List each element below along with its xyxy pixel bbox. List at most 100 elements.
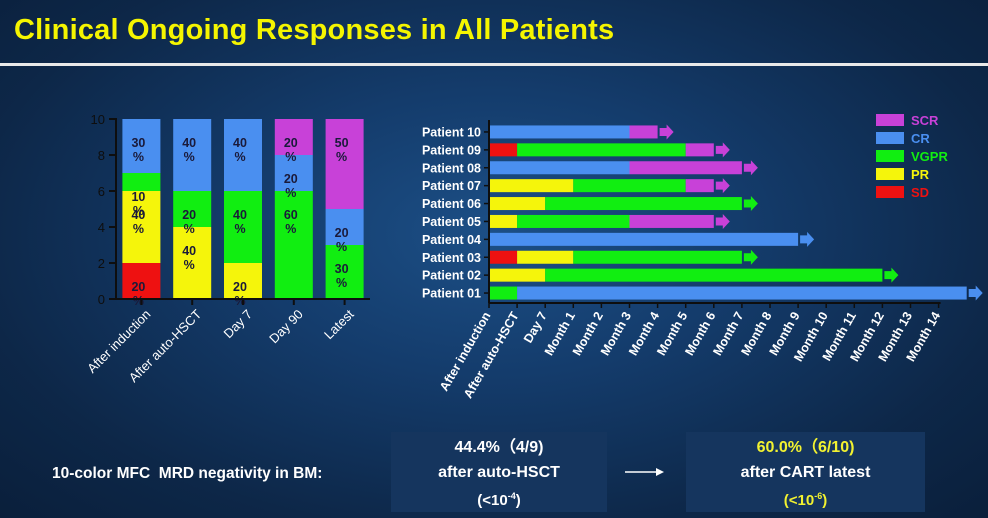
- timeline-segment-vgpr: [573, 179, 686, 193]
- mrd-auto-hsct-threshold: (<10-4): [477, 491, 521, 509]
- bar-segment-vgpr: [274, 191, 313, 299]
- ongoing-arrow-vgpr: [743, 249, 758, 265]
- patient-label: Patient 06: [422, 197, 481, 211]
- timeline-segment-vgpr: [517, 214, 630, 228]
- timeline-segment-vgpr: [517, 143, 686, 157]
- legend-swatch-cr: [876, 132, 904, 144]
- legend-swatch-vgpr: [876, 150, 904, 162]
- bar-data-label: 20%: [233, 280, 247, 308]
- ongoing-arrow-scr: [659, 124, 674, 140]
- y-tick-label: 2: [98, 256, 105, 271]
- x-tick-label: Day 7: [521, 309, 550, 345]
- timeline-segment-vgpr: [573, 250, 742, 264]
- bar-segment-vgpr: [224, 191, 262, 263]
- right-arrow-icon: [625, 468, 664, 476]
- bar-data-label: 20%: [182, 208, 196, 236]
- timeline-segment-pr: [489, 197, 546, 211]
- bar-segment-scr: [274, 119, 313, 155]
- bar-segment-cr: [173, 119, 212, 191]
- bar-data-label: 20%: [284, 136, 298, 164]
- bar-data-label: 40%: [233, 136, 247, 164]
- timeline-segment-pr: [489, 268, 546, 282]
- timeline-segment-sd: [489, 143, 518, 157]
- bar-segment-scr: [325, 119, 364, 209]
- bar-data-label: 20%: [131, 280, 145, 308]
- timeline-segment-scr: [629, 214, 714, 228]
- mrd-cart-threshold: (<10-6): [783, 491, 828, 509]
- y-tick-label: 0: [98, 292, 105, 307]
- timeline-segment-scr: [685, 179, 714, 193]
- legend-swatch-sd: [876, 186, 904, 198]
- patient-label: Patient 07: [422, 179, 481, 193]
- timeline-segment-scr: [685, 143, 714, 157]
- ongoing-arrow-scr: [715, 213, 730, 229]
- bar-data-label: 20%: [284, 172, 298, 200]
- title-divider: [0, 63, 988, 66]
- bar-segment-pr: [122, 191, 161, 263]
- legend-label-pr: PR: [911, 167, 930, 182]
- bar-data-label: 30%: [335, 262, 349, 290]
- mrd-auto-hsct-value: 44.4%（4/9): [454, 439, 544, 456]
- timeline-segment-scr: [629, 125, 658, 139]
- legend-swatch-pr: [876, 168, 904, 180]
- bar-data-label: 10%: [131, 190, 145, 218]
- legend-label-scr: SCR: [911, 113, 939, 128]
- bar-data-label: 50%: [335, 136, 349, 164]
- timeline-segment-pr: [517, 250, 574, 264]
- bar-segment-vgpr: [325, 245, 364, 299]
- bar-segment-cr: [274, 155, 313, 191]
- y-tick-label: 4: [98, 220, 105, 235]
- ongoing-arrow-scr: [715, 178, 730, 194]
- y-tick-label: 10: [91, 112, 105, 127]
- bar-data-label: 30%: [131, 136, 145, 164]
- patient-label: Patient 04: [422, 233, 481, 247]
- y-tick-label: 6: [98, 184, 105, 199]
- slide-title: Clinical Ongoing Responses in All Patien…: [14, 14, 615, 46]
- timeline-segment-cr: [489, 125, 630, 139]
- mrd-cart-box: 60.0%（6/10) after CART latest (<10-6): [686, 432, 925, 512]
- bar-data-label: 40%: [182, 136, 196, 164]
- bar-segment-pr: [173, 227, 212, 299]
- patient-label: Patient 08: [422, 161, 481, 175]
- bar-data-label: 60%: [284, 208, 298, 236]
- bar-data-label: 20%: [335, 226, 349, 254]
- mrd-cart-value: 60.0%（6/10): [756, 439, 855, 456]
- mrd-label: 10-color MFC MRD negativity in BM:: [52, 465, 323, 482]
- bar-segment-vgpr: [173, 191, 212, 227]
- bar-data-label: 40%: [233, 208, 247, 236]
- patient-label: Patient 03: [422, 251, 481, 265]
- bar-data-label: 40%: [131, 208, 145, 236]
- timeline-segment-pr: [489, 179, 574, 193]
- timeline-segment-sd: [489, 250, 518, 264]
- mrd-auto-hsct-box: 44.4%（4/9) after auto-HSCT (<10-4): [391, 432, 607, 512]
- timeline-segment-scr: [629, 161, 742, 175]
- ongoing-arrow-vgpr: [884, 267, 899, 283]
- mrd-cart-caption: after CART latest: [740, 464, 871, 481]
- patient-label: Patient 09: [422, 143, 481, 157]
- legend-swatch-scr: [876, 114, 904, 126]
- timeline-segment-vgpr: [489, 286, 518, 300]
- bar-data-label: 40%: [182, 244, 196, 272]
- bar-segment-pr: [224, 263, 262, 299]
- bar-segment-vgpr: [122, 173, 161, 191]
- timeline-segment-vgpr: [545, 197, 742, 211]
- timeline-segment-vgpr: [545, 268, 883, 282]
- legend-label-vgpr: VGPR: [911, 149, 948, 164]
- timeline-segment-cr: [517, 286, 967, 300]
- mrd-auto-hsct-caption: after auto-HSCT: [438, 464, 560, 481]
- timeline-segment-cr: [489, 232, 799, 246]
- bar-segment-cr: [122, 119, 161, 173]
- timeline-segment-cr: [489, 161, 630, 175]
- legend-label-sd: SD: [911, 185, 929, 200]
- ongoing-arrow-scr: [715, 142, 730, 158]
- bar-segment-cr: [224, 119, 262, 191]
- ongoing-arrow-cr: [800, 231, 815, 247]
- patient-label: Patient 01: [422, 287, 481, 301]
- patient-label: Patient 05: [422, 215, 481, 229]
- ongoing-arrow-cr: [968, 285, 983, 301]
- bar-segment-sd: [122, 263, 161, 299]
- patient-label: Patient 10: [422, 125, 481, 139]
- ongoing-arrow-scr: [743, 160, 758, 176]
